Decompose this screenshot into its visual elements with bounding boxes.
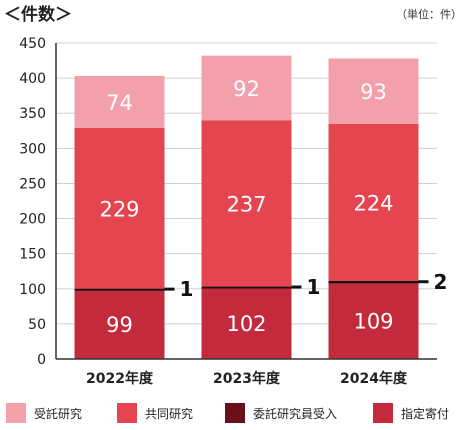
y-tick-label: 200 — [19, 212, 46, 228]
data-label: 1 — [307, 275, 321, 299]
data-label: 92 — [233, 77, 260, 101]
y-tick-label: 100 — [19, 282, 46, 298]
bar-segment — [328, 58, 419, 124]
legend-label: 共同研究 — [145, 406, 193, 421]
y-tick-label: 300 — [19, 141, 46, 157]
legend-swatch — [373, 403, 393, 423]
y-tick-label: 450 — [19, 36, 46, 52]
labels-layer: 99 1 229 74 102 1 237 92 109 2 224 93 — [99, 77, 447, 337]
bar-segment — [74, 76, 165, 128]
data-label: 2 — [434, 270, 448, 294]
legend-swatch — [117, 403, 137, 423]
data-label: 1 — [180, 277, 194, 301]
legend-swatch — [6, 403, 26, 423]
x-tick-label: 2022年度 — [86, 370, 154, 387]
data-label: 224 — [353, 191, 393, 215]
legend: 受託研究 共同研究 委託研究員受入 指定寄付 — [6, 403, 449, 423]
data-label: 93 — [360, 80, 387, 104]
x-tick-label: 2024年度 — [340, 370, 408, 387]
y-tick-label: 0 — [37, 352, 46, 368]
data-label: 74 — [106, 91, 133, 115]
y-tick-label: 50 — [28, 317, 46, 333]
axis-layer: 0 50 100 150 200 250 300 350 400 450 2022年度 2023年度 2… — [19, 36, 437, 387]
bar-segment — [201, 55, 292, 121]
bar-segment — [201, 287, 292, 359]
bar-segment — [201, 120, 292, 287]
unit-note: （単位：件） — [396, 7, 462, 21]
y-tick-label: 150 — [19, 247, 46, 263]
legend-label: 受託研究 — [34, 406, 82, 421]
chart-title: ＜件数＞ — [4, 4, 72, 25]
y-tick-label: 250 — [19, 176, 46, 192]
data-label: 229 — [99, 197, 139, 221]
legend-swatch — [225, 403, 245, 423]
data-label: 237 — [226, 192, 266, 216]
data-label: 109 — [353, 310, 393, 334]
bar-segment — [328, 123, 419, 282]
data-label: 102 — [226, 312, 266, 336]
legend-label: 委託研究員受入 — [253, 406, 337, 421]
legend-label: 指定寄付 — [401, 406, 449, 421]
bar-segment — [328, 282, 419, 359]
y-tick-label: 350 — [19, 106, 46, 122]
bar-segment — [74, 289, 165, 359]
data-label: 99 — [106, 313, 133, 337]
x-tick-label: 2023年度 — [213, 370, 281, 387]
bar-segment — [74, 127, 165, 289]
y-tick-label: 400 — [19, 71, 46, 87]
bars-layer — [74, 55, 429, 359]
